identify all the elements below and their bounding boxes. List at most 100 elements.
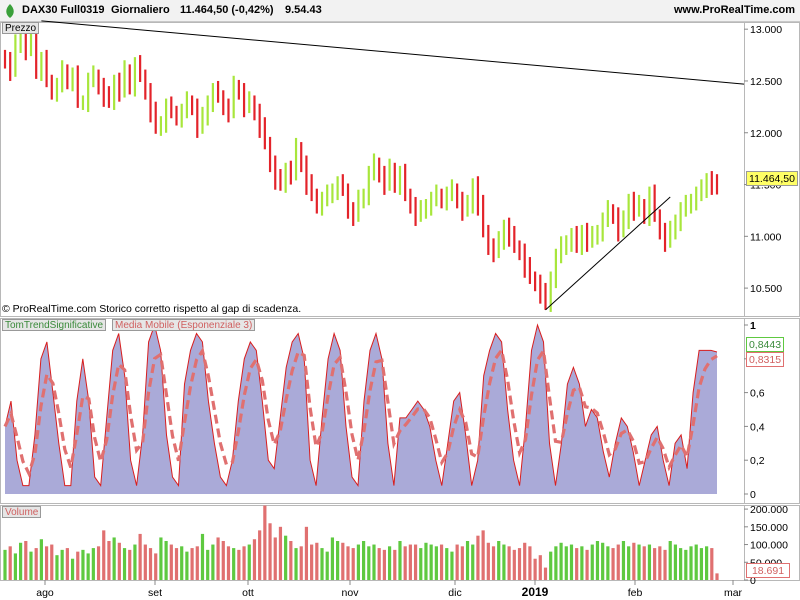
volume-bar xyxy=(554,546,558,580)
volume-bar xyxy=(512,549,516,580)
volume-bar xyxy=(174,548,179,580)
site-link[interactable]: www.ProRealTime.com xyxy=(673,4,795,16)
price-tick-label: 12.500 xyxy=(750,76,782,88)
indicator-value-ma: 0,8315 xyxy=(746,352,784,367)
trendlines xyxy=(41,20,745,311)
axes: 13.00012.50012.00011.50011.00010.50010,8… xyxy=(36,24,788,599)
volume-bar xyxy=(595,541,600,580)
volume-bar xyxy=(8,546,12,580)
x-tick-label: 2019 xyxy=(522,585,549,599)
volume-bar xyxy=(289,541,293,580)
volume-bar xyxy=(413,544,418,580)
volume-bar xyxy=(627,546,631,580)
volume-bar xyxy=(476,535,480,580)
copyright-note: © ProRealTime.com Storico corretto rispe… xyxy=(2,303,302,315)
volume-bar xyxy=(341,542,345,580)
price-bars xyxy=(3,24,719,312)
volume-bar xyxy=(325,551,329,580)
volume-bar xyxy=(96,546,101,580)
prorealtime-leaf-icon xyxy=(6,4,14,18)
volume-bar xyxy=(647,544,652,580)
volume-bar xyxy=(148,548,153,580)
volume-bar xyxy=(164,541,168,580)
volume-bar xyxy=(185,551,189,580)
volume-bar xyxy=(247,544,251,580)
x-tick-label: feb xyxy=(628,587,643,599)
volume-bar xyxy=(372,544,376,580)
volume-bar xyxy=(112,537,116,580)
volume-bar xyxy=(507,546,511,580)
volume-bar xyxy=(29,551,33,580)
indicator-area xyxy=(5,325,717,494)
volume-bar xyxy=(320,548,324,580)
trendline-up xyxy=(545,196,671,311)
volume-bar xyxy=(180,546,184,580)
volume-bar xyxy=(263,505,267,580)
volume-bar xyxy=(76,551,80,580)
price-panel-label: Prezzo xyxy=(2,22,40,34)
volume-bar xyxy=(284,535,288,580)
volume-bar xyxy=(304,526,309,580)
period-label: Giornaliero xyxy=(111,4,170,16)
volume-bar xyxy=(523,542,527,580)
indicator-tick-label: 1 xyxy=(750,320,756,332)
volume-bar xyxy=(408,544,412,580)
volume-bar xyxy=(44,546,49,580)
x-tick-label: dic xyxy=(448,587,461,599)
volume-bar xyxy=(206,549,210,580)
volume-bar xyxy=(34,548,38,580)
volume-bar xyxy=(684,549,688,580)
price-tick-label: 10.500 xyxy=(750,283,782,295)
volume-bar xyxy=(455,544,459,580)
price-tick-label: 11.000 xyxy=(750,231,781,243)
indicator-tick-label: 0 xyxy=(750,489,756,501)
x-tick-label: ago xyxy=(36,587,54,599)
volume-bar xyxy=(419,548,423,580)
volume-bar xyxy=(481,530,485,580)
volume-bar xyxy=(616,544,620,580)
volume-bar xyxy=(533,558,537,580)
volume-bar xyxy=(621,541,626,580)
volume-bar xyxy=(237,549,241,580)
volume-bar xyxy=(252,539,257,580)
volume-bar xyxy=(232,548,236,580)
volume-bar xyxy=(424,542,428,580)
volume-bar xyxy=(658,546,662,580)
volume-bar xyxy=(434,546,438,580)
volume-bar xyxy=(128,549,132,580)
volume-bar xyxy=(117,542,121,580)
volume-tick-label: 200.000 xyxy=(750,504,788,516)
volume-bar xyxy=(143,544,147,580)
volume-bar xyxy=(465,541,470,580)
volume-bar xyxy=(637,544,641,580)
volume-bar xyxy=(138,533,142,580)
volume-bar xyxy=(387,546,392,580)
volume-bar xyxy=(460,546,464,580)
volume-bar xyxy=(632,542,636,580)
indicator-value-main: 0,8443 xyxy=(746,337,784,352)
volume-bar xyxy=(653,548,657,580)
volume-bar xyxy=(91,548,95,580)
volume-bar xyxy=(200,533,205,580)
title-bar: DAX30 Full0319 Giornaliero 11.464,50 (-0… xyxy=(0,0,800,22)
indicator-legend-main: TomTrendSignificative xyxy=(2,319,107,331)
volume-bar xyxy=(549,551,553,580)
volume-bar xyxy=(611,548,615,580)
volume-bar xyxy=(242,546,246,580)
volume-bar xyxy=(642,546,646,580)
volume-bar xyxy=(590,544,594,580)
volume-bar xyxy=(398,541,402,580)
volume-bar xyxy=(107,541,111,580)
volume-bar xyxy=(393,549,397,580)
volume-bar xyxy=(154,553,158,580)
volume-bar xyxy=(102,530,106,580)
volume-bar xyxy=(336,541,340,580)
indicator-tick-label: 0,2 xyxy=(750,455,765,467)
volume-bar xyxy=(580,546,584,580)
volume-bar xyxy=(450,551,454,580)
volume-bar xyxy=(50,544,54,580)
volume-tick-label: 150.000 xyxy=(750,522,788,534)
volume-bar xyxy=(517,548,522,580)
volume-bar xyxy=(24,541,28,580)
